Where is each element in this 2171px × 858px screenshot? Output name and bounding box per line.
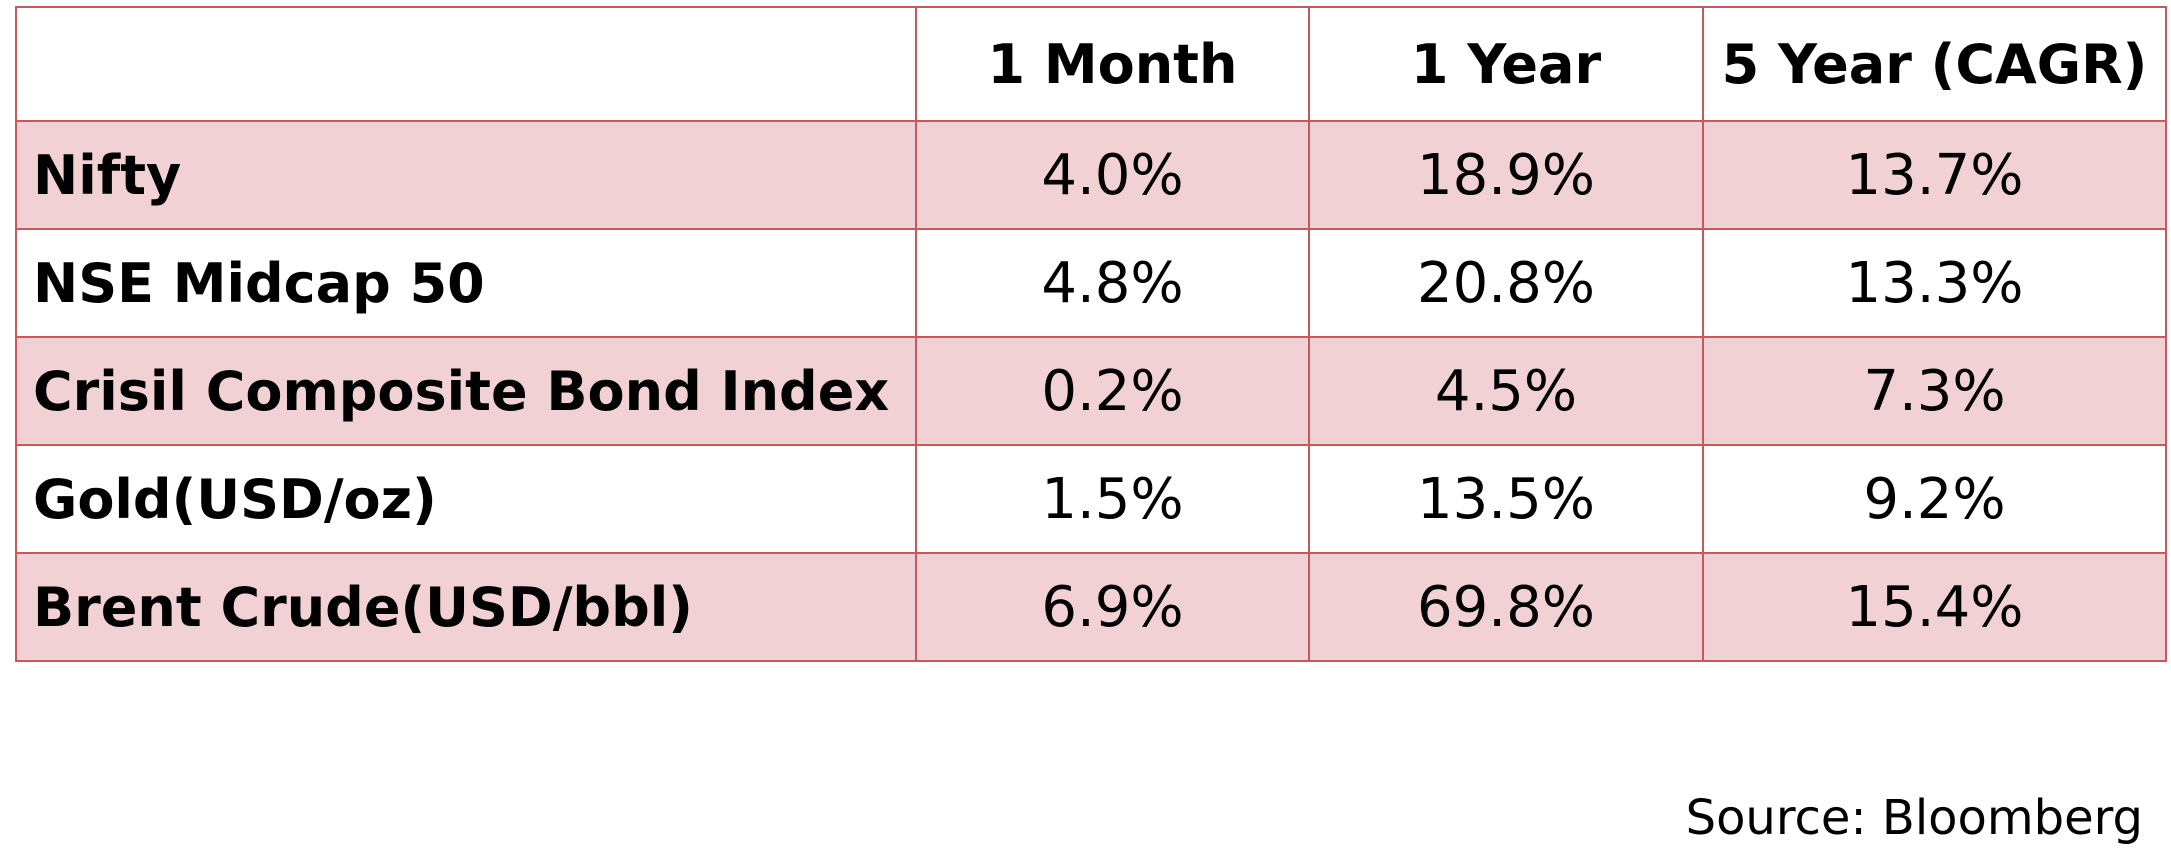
cell-5-year-cagr: 9.2% — [1702, 444, 2167, 554]
row-label: Gold(USD/oz) — [15, 444, 917, 554]
header-5-year-cagr: 5 Year (CAGR) — [1702, 6, 2167, 122]
row-label: NSE Midcap 50 — [15, 228, 917, 338]
cell-1-month: 4.0% — [915, 120, 1310, 230]
table-row: NSE Midcap 50 4.8% 20.8% 13.3% — [15, 228, 2167, 338]
cell-1-month: 0.2% — [915, 336, 1310, 446]
cell-5-year-cagr: 13.7% — [1702, 120, 2167, 230]
table-body: Nifty 4.0% 18.9% 13.7% NSE Midcap 50 4.8… — [15, 120, 2167, 662]
row-label: Nifty — [15, 120, 917, 230]
table-row: Crisil Composite Bond Index 0.2% 4.5% 7.… — [15, 336, 2167, 446]
cell-1-month: 1.5% — [915, 444, 1310, 554]
cell-1-year: 4.5% — [1308, 336, 1704, 446]
header-label-cell — [15, 6, 917, 122]
returns-table: 1 Month 1 Year 5 Year (CAGR) Nifty 4.0% … — [15, 6, 2167, 662]
row-label: Brent Crude(USD/bbl) — [15, 552, 917, 662]
table-row: Brent Crude(USD/bbl) 6.9% 69.8% 15.4% — [15, 552, 2167, 662]
cell-1-month: 6.9% — [915, 552, 1310, 662]
cell-1-year: 69.8% — [1308, 552, 1704, 662]
cell-1-month: 4.8% — [915, 228, 1310, 338]
cell-1-year: 20.8% — [1308, 228, 1704, 338]
cell-5-year-cagr: 7.3% — [1702, 336, 2167, 446]
cell-5-year-cagr: 13.3% — [1702, 228, 2167, 338]
header-1-year: 1 Year — [1308, 6, 1704, 122]
row-label: Crisil Composite Bond Index — [15, 336, 917, 446]
table-row: Gold(USD/oz) 1.5% 13.5% 9.2% — [15, 444, 2167, 554]
table-row: Nifty 4.0% 18.9% 13.7% — [15, 120, 2167, 230]
source-note: Source: Bloomberg — [1685, 790, 2143, 846]
cell-1-year: 18.9% — [1308, 120, 1704, 230]
cell-5-year-cagr: 15.4% — [1702, 552, 2167, 662]
header-row: 1 Month 1 Year 5 Year (CAGR) — [15, 6, 2167, 122]
header-1-month: 1 Month — [915, 6, 1310, 122]
cell-1-year: 13.5% — [1308, 444, 1704, 554]
table-header: 1 Month 1 Year 5 Year (CAGR) — [15, 6, 2167, 122]
